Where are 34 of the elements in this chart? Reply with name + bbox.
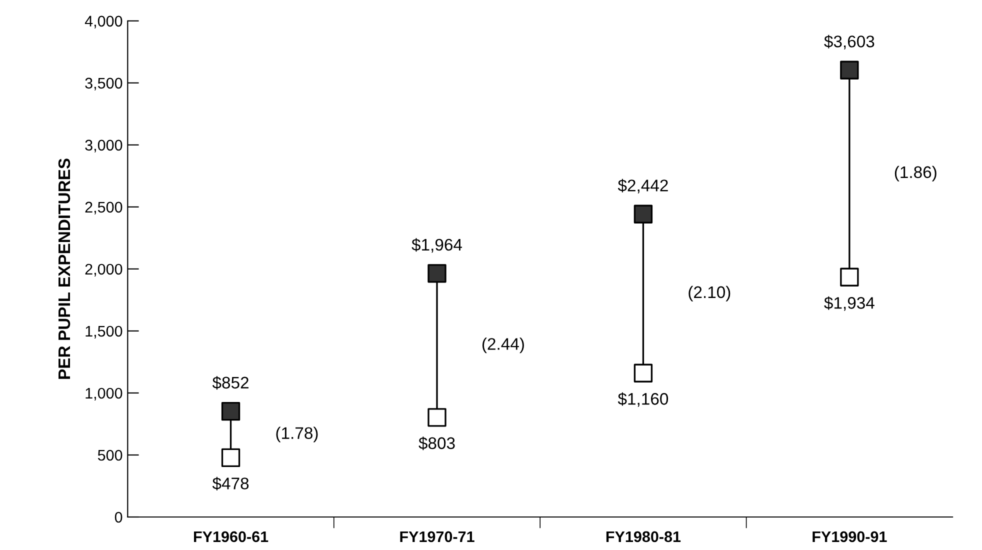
y-tick-label: 4,000 [84,16,122,28]
data-label: $478 [212,476,249,490]
y-tick-label: 2,500 [85,202,122,214]
data-label: $2,442 [618,178,668,194]
point [840,60,859,80]
y-tick-label: 0 [114,512,122,523]
x-tick-label: FY1970-71 [400,531,474,542]
y-axis-title: PER PUPIL EXPENDITURES [58,158,70,379]
annotation: (2.10) [688,286,730,302]
data-label: $1,934 [824,296,874,311]
y-tick-label: 1,000 [86,388,122,400]
point [428,264,446,283]
point [840,268,859,286]
data-label: $852 [212,376,248,390]
point [634,204,653,224]
y-tick-label: 3,000 [85,140,122,152]
y-tick-label: 1,500 [86,326,122,338]
data-label: $1,160 [618,392,668,407]
data-label: $3,603 [824,34,874,50]
point [221,448,240,468]
data-label: $803 [418,436,455,450]
x-tick-label: FY1990-91 [812,531,887,542]
y-tick-label: 500 [98,450,122,461]
point [428,408,446,427]
data-label: $1,964 [412,238,462,253]
annotation: (1.78) [276,426,318,442]
point [634,364,653,382]
annotation: (1.86) [894,166,936,182]
x-tick-label: FY1980-81 [606,531,681,542]
annotation: (2.44) [482,338,524,354]
point [221,402,240,421]
y-tick-label: 3,500 [85,78,122,90]
y-tick-label: 2,000 [85,264,122,276]
x-tick-label: FY1960-61 [194,531,268,542]
